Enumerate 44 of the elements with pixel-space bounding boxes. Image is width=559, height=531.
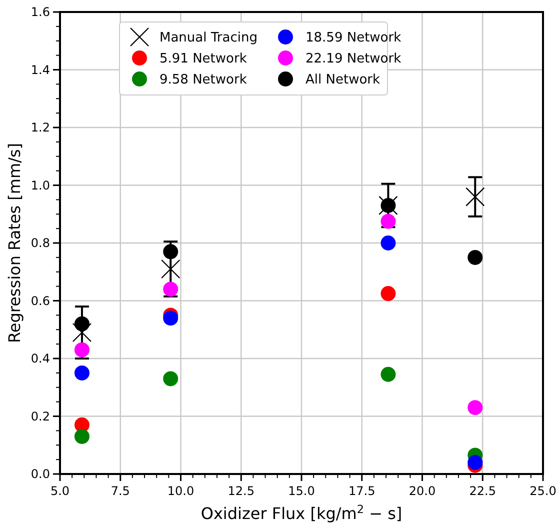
point (380, 286, 396, 302)
point (74, 316, 90, 332)
y-tick-label: 1.4 (30, 62, 50, 77)
point (468, 250, 483, 265)
point (466, 187, 485, 206)
y-tick-label: 1.2 (30, 120, 50, 134)
y-tick-label: 0.4 (30, 352, 50, 366)
legend-label: Manual Tracing (160, 30, 258, 46)
y-tick-label: 0.2 (30, 409, 50, 424)
legend-label: 9.58 Network (160, 72, 248, 88)
point (163, 310, 178, 326)
point (72, 322, 92, 342)
point (380, 214, 396, 229)
point (163, 371, 178, 386)
y-tick-label: 0.8 (30, 236, 50, 250)
point (380, 366, 396, 382)
legend-label: 5.91 Network (160, 52, 248, 66)
x-tick-label: 25.0 (530, 484, 556, 498)
x-tick-label: 15.0 (288, 484, 315, 498)
legend-label: 18.59 Network (306, 30, 402, 46)
point (74, 428, 90, 444)
x-tick-label: 10.0 (167, 484, 194, 498)
legend-label: All Network (306, 72, 380, 88)
x-axis-title: Oxidizer Flux [kg/m$^{2}$ − s] (200, 502, 402, 523)
x-tick-label: 17.5 (348, 484, 376, 498)
point (468, 454, 483, 470)
x-tick-label: 20.0 (408, 484, 436, 498)
y-tick-label: 1.0 (30, 178, 50, 192)
x-tick-label: 7.5 (110, 484, 130, 498)
x-tick-label: 12.5 (228, 484, 254, 498)
x-tick-label: 22.5 (469, 484, 496, 498)
point (163, 244, 178, 260)
point (468, 400, 483, 416)
point (74, 365, 90, 380)
y-tick-label: 1.6 (30, 5, 50, 19)
y-axis-title: Regression Rates [mm/s] (5, 142, 24, 344)
point (380, 236, 396, 250)
x-tick-label: 5.0 (50, 484, 70, 498)
y-tick-label: 0.6 (30, 294, 50, 308)
legend-label: 22.19 Network (306, 52, 402, 66)
point (74, 342, 90, 358)
point (163, 282, 178, 297)
y-tick-label: 0.0 (30, 467, 50, 481)
point (161, 259, 180, 279)
